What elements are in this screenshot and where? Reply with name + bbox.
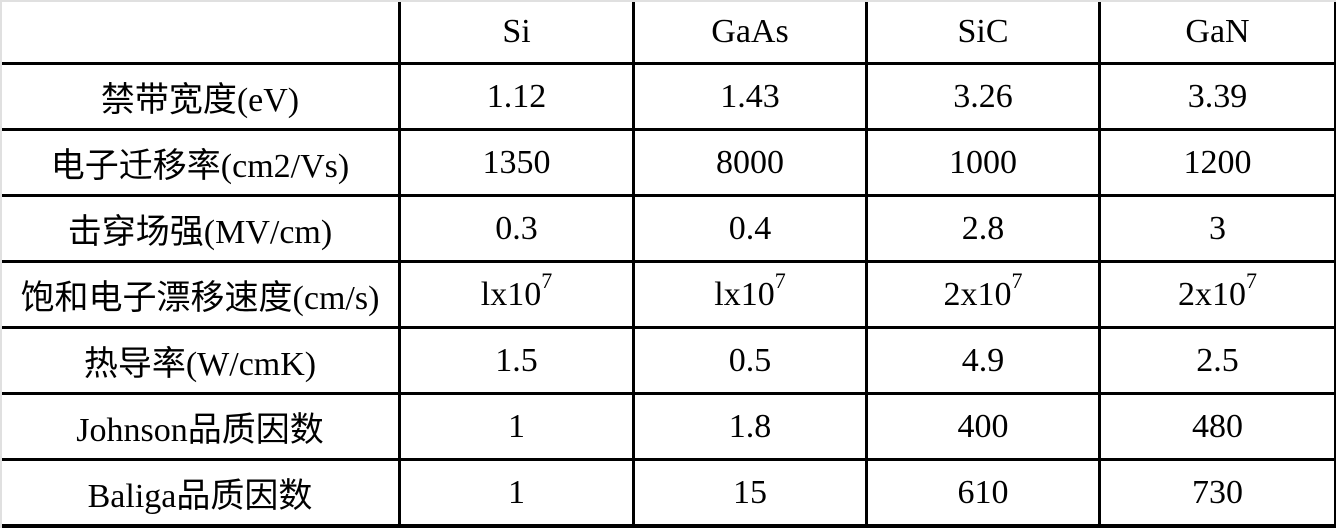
table-cell: 1.43 (635, 65, 868, 131)
table-cell: 1000 (868, 131, 1101, 197)
cell-exponent: 7 (1246, 268, 1257, 294)
table-row-thermal-conductivity: 热导率(W/cmK) 1.5 0.5 4.9 2.5 (2, 329, 1336, 395)
cell-value: 0.5 (728, 341, 772, 379)
table-cell: 1200 (1101, 131, 1336, 197)
cell-value: 3.39 (1187, 77, 1248, 115)
cell-exponent: 7 (1011, 268, 1023, 294)
header-cell-si: Si (401, 2, 635, 65)
table-row-baliga-fom: Baliga品质因数 1 15 610 730 (2, 461, 1336, 528)
row-label: 饱和电子漂移速度(cm/s) (2, 263, 401, 329)
table-cell: 610 (868, 461, 1101, 528)
table-row-johnson-fom: Johnson品质因数 1 1.8 400 480 (2, 395, 1336, 461)
header-cell-gaas: GaAs (635, 2, 868, 65)
table-cell: 2.8 (868, 197, 1101, 263)
cell-value: 8000 (716, 143, 784, 181)
header-row: Si GaAs SiC GaN (2, 2, 1336, 65)
row-label: 热导率(W/cmK) (2, 329, 401, 395)
cell-value: 1.43 (720, 77, 780, 115)
row-label: 禁带宽度(eV) (2, 65, 401, 131)
table-row-bandgap: 禁带宽度(eV) 1.12 1.43 3.26 3.39 (2, 65, 1336, 131)
cell-value: 3 (1209, 209, 1226, 247)
table-cell: 1.8 (635, 395, 868, 461)
table-cell: 0.3 (401, 197, 635, 263)
table-cell: 1 (401, 461, 635, 528)
cell-value: lx10 (480, 275, 542, 313)
cell-value: 1.5 (495, 341, 538, 379)
table-cell: 400 (868, 395, 1101, 461)
table-row-saturation-velocity: 饱和电子漂移速度(cm/s) lx107 lx107 2x107 2x107 (2, 263, 1336, 329)
cell-value: 1 (508, 407, 525, 445)
cell-value: 1.8 (728, 407, 772, 445)
table-cell: 730 (1101, 461, 1336, 528)
table-cell: 15 (635, 461, 868, 528)
cell-exponent: 7 (774, 268, 786, 294)
cell-value: 2x10 (943, 275, 1012, 313)
cell-value: 1000 (949, 143, 1017, 181)
cell-value: 3.26 (953, 77, 1013, 115)
cell-value: lx10 (714, 275, 775, 313)
cell-value: 2x10 (1178, 275, 1246, 313)
row-label: Baliga品质因数 (2, 461, 401, 528)
cell-value: 400 (957, 407, 1009, 445)
cell-value: 2.8 (961, 209, 1005, 247)
table-cell: 0.5 (635, 329, 868, 395)
table-cell: 2x107 (1101, 263, 1336, 329)
cell-value: 1350 (482, 143, 551, 181)
table-row-mobility: 电子迁移率(cm2/Vs) 1350 8000 1000 1200 (2, 131, 1336, 197)
table-cell: 1350 (401, 131, 635, 197)
table-cell: 0.4 (635, 197, 868, 263)
table-cell: lx107 (635, 263, 868, 329)
table-cell: 480 (1101, 395, 1336, 461)
table-cell: lx107 (401, 263, 635, 329)
cell-exponent: 7 (541, 268, 553, 294)
table-cell: 4.9 (868, 329, 1101, 395)
table-cell: 2x107 (868, 263, 1101, 329)
row-label: Johnson品质因数 (2, 395, 401, 461)
cell-value: 4.9 (961, 341, 1005, 379)
row-label: 击穿场强(MV/cm) (2, 197, 401, 263)
cell-value: 1 (508, 473, 525, 511)
table-cell: 3 (1101, 197, 1336, 263)
table-cell: 8000 (635, 131, 868, 197)
cell-value: 0.4 (728, 209, 772, 247)
header-cell-empty (2, 2, 401, 65)
cell-value: 1200 (1183, 143, 1252, 181)
table-cell: 3.26 (868, 65, 1101, 131)
table-cell: 1.5 (401, 329, 635, 395)
table-cell: 1 (401, 395, 635, 461)
table-row-breakdown-field: 击穿场强(MV/cm) 0.3 0.4 2.8 3 (2, 197, 1336, 263)
cell-value: 0.3 (495, 209, 538, 247)
header-cell-sic: SiC (868, 2, 1101, 65)
table-cell: 1.12 (401, 65, 635, 131)
cell-value: 610 (957, 473, 1009, 511)
cell-value: 480 (1192, 407, 1243, 445)
cell-value: 730 (1192, 473, 1243, 511)
table-cell: 2.5 (1101, 329, 1336, 395)
table-cell: 3.39 (1101, 65, 1336, 131)
header-cell-gan: GaN (1101, 2, 1336, 65)
row-label: 电子迁移率(cm2/Vs) (2, 131, 401, 197)
cell-value: 1.12 (486, 77, 547, 115)
cell-value: 15 (733, 473, 767, 511)
cell-value: 2.5 (1196, 341, 1239, 379)
